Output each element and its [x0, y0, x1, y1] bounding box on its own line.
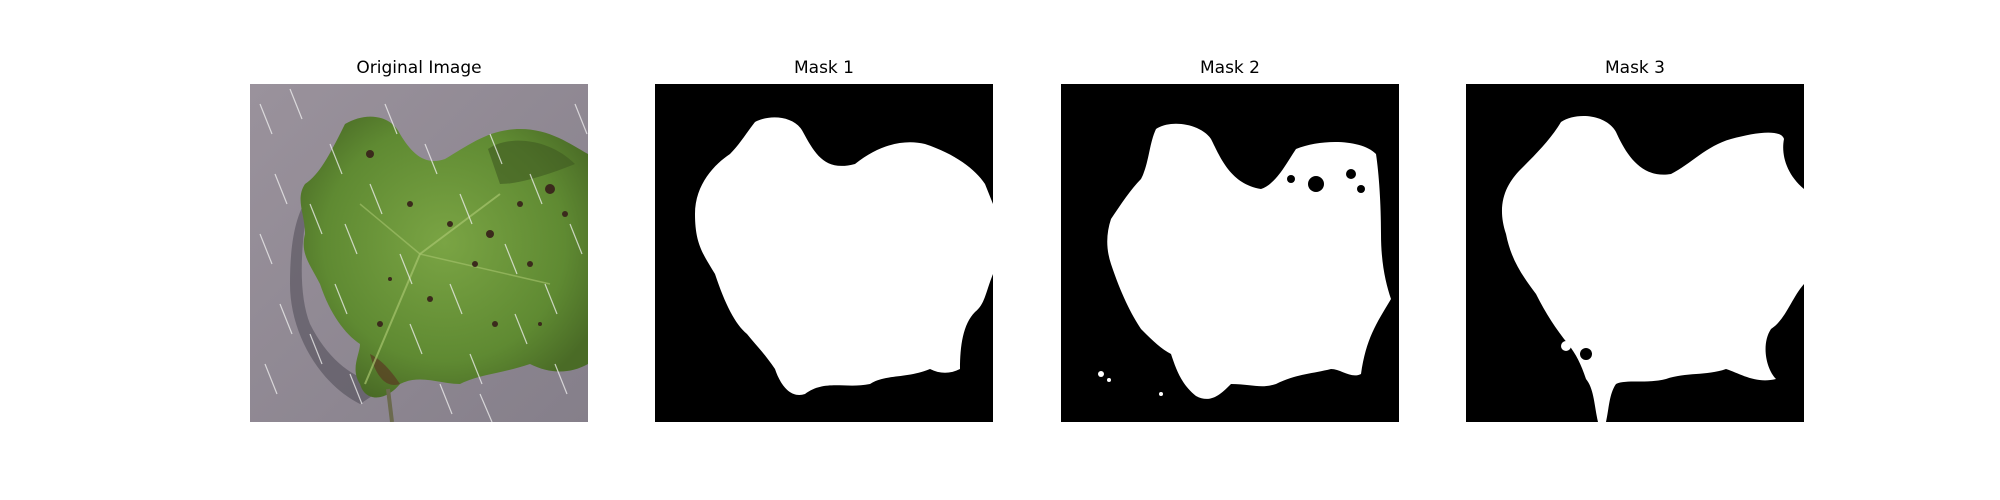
mask-3-image — [1466, 84, 1804, 422]
panel-title: Mask 3 — [1604, 58, 1665, 78]
panel-original-image: Original Image — [250, 52, 588, 422]
mask-2-image — [1061, 84, 1399, 422]
panel-mask-1: Mask 1 — [655, 52, 993, 422]
panel-mask-2: Mask 2 — [1061, 52, 1399, 422]
mask-1-image — [655, 84, 993, 422]
panel-title: Mask 1 — [793, 58, 854, 78]
original-leaf-image — [250, 84, 588, 422]
panel-title: Original Image — [356, 58, 482, 78]
panel-title: Mask 2 — [1199, 58, 1260, 78]
panel-mask-3: Mask 3 — [1466, 52, 1804, 422]
